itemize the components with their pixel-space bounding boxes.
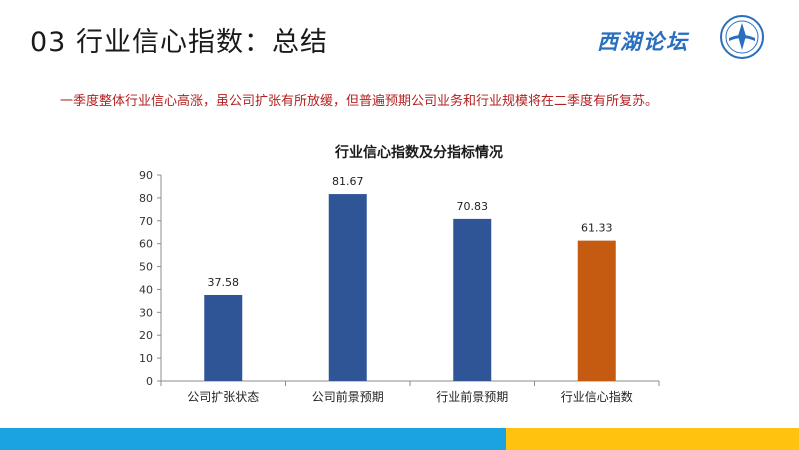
y-tick-label: 20 [139, 329, 153, 342]
summary-text: 一季度整体行业信心高涨，虽公司扩张有所放缓，但普遍预期公司业务和行业规模将在二季… [60, 94, 659, 109]
x-tick-label-3: 行业前景预期 [436, 389, 508, 404]
data-label-4: 61.33 [581, 222, 613, 235]
data-label-3: 70.83 [457, 200, 489, 213]
bar-2 [328, 194, 367, 381]
data-label-1: 37.58 [208, 276, 240, 289]
y-tick-label: 40 [139, 283, 153, 296]
y-tick-label: 80 [139, 192, 153, 205]
forum-emblem-icon [720, 15, 764, 59]
footer-bar-blue [0, 428, 506, 450]
chart-title: 行业信心指数及分指标情况 [334, 144, 503, 161]
bar-3 [453, 218, 492, 381]
y-tick-label: 60 [139, 238, 153, 251]
y-tick-label: 10 [139, 352, 153, 365]
x-tick-label-1: 公司扩张状态 [187, 390, 259, 404]
x-tick-label-2: 公司前景预期 [312, 389, 384, 404]
x-tick-label-4: 行业信心指数 [561, 389, 633, 404]
brand-logo-text: 西湖论坛 [597, 29, 689, 54]
data-label-2: 81.67 [332, 175, 364, 188]
y-tick-label: 70 [139, 215, 153, 228]
y-tick-label: 50 [139, 261, 153, 274]
bar-4 [577, 240, 616, 381]
slide-title: 03 行业信心指数：总结 [30, 27, 328, 58]
bar-chart: 行业信心指数及分指标情况 0 10 20 30 40 50 60 70 80 90 37.58 公司扩张… [139, 144, 660, 404]
y-tick-label: 90 [139, 169, 153, 182]
y-tick-label: 0 [146, 375, 153, 388]
footer-bar-yellow [506, 428, 799, 450]
bar-1 [204, 294, 243, 381]
y-tick-label: 30 [139, 306, 153, 319]
